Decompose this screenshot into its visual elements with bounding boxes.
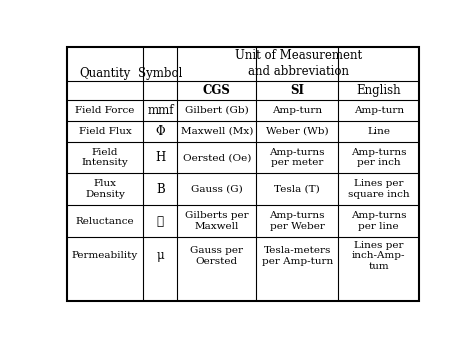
Text: Gilbert (Gb): Gilbert (Gb) — [185, 106, 249, 115]
Text: mmf: mmf — [147, 104, 173, 117]
Text: CGS: CGS — [203, 84, 231, 97]
Text: Amp-turns
per Weber: Amp-turns per Weber — [270, 211, 325, 231]
Text: Permeability: Permeability — [72, 251, 138, 260]
Text: SI: SI — [290, 84, 304, 97]
Text: Amp-turns
per meter: Amp-turns per meter — [270, 148, 325, 168]
Text: Gauss per
Oersted: Gauss per Oersted — [191, 246, 243, 266]
Text: Flux
Density: Flux Density — [85, 180, 125, 199]
Text: Field Flux: Field Flux — [79, 127, 131, 136]
Text: Oersted (Oe): Oersted (Oe) — [182, 153, 251, 162]
Text: B: B — [156, 183, 165, 196]
Text: Field Force: Field Force — [75, 106, 135, 115]
Text: Amp-turns
per inch: Amp-turns per inch — [351, 148, 406, 168]
Text: Gilberts per
Maxwell: Gilberts per Maxwell — [185, 211, 249, 231]
Text: Amp-turn: Amp-turn — [272, 106, 322, 115]
Text: Tesla (T): Tesla (T) — [274, 185, 320, 194]
Text: Tesla-meters
per Amp-turn: Tesla-meters per Amp-turn — [262, 246, 333, 266]
Text: Amp-turns
per line: Amp-turns per line — [351, 211, 406, 231]
Text: μ: μ — [156, 249, 164, 262]
Text: Field
Intensity: Field Intensity — [82, 148, 128, 168]
Text: Amp-turn: Amp-turn — [354, 106, 404, 115]
Text: Lines per
square inch: Lines per square inch — [348, 180, 410, 199]
Text: Lines per
inch-Amp-
tum: Lines per inch-Amp- tum — [352, 240, 405, 271]
Text: Weber (Wb): Weber (Wb) — [266, 127, 328, 136]
Text: English: English — [356, 84, 401, 97]
Text: Unit of Measurement
and abbreviation: Unit of Measurement and abbreviation — [235, 50, 362, 78]
Text: Reluctance: Reluctance — [76, 217, 134, 226]
Text: Quantity: Quantity — [80, 67, 131, 80]
Text: H: H — [155, 151, 165, 164]
Text: Maxwell (Mx): Maxwell (Mx) — [181, 127, 253, 136]
Text: Gauss (G): Gauss (G) — [191, 185, 243, 194]
Text: Φ: Φ — [155, 125, 165, 138]
Text: ℜ: ℜ — [157, 215, 164, 228]
Text: Symbol: Symbol — [138, 67, 182, 80]
Text: Line: Line — [367, 127, 390, 136]
